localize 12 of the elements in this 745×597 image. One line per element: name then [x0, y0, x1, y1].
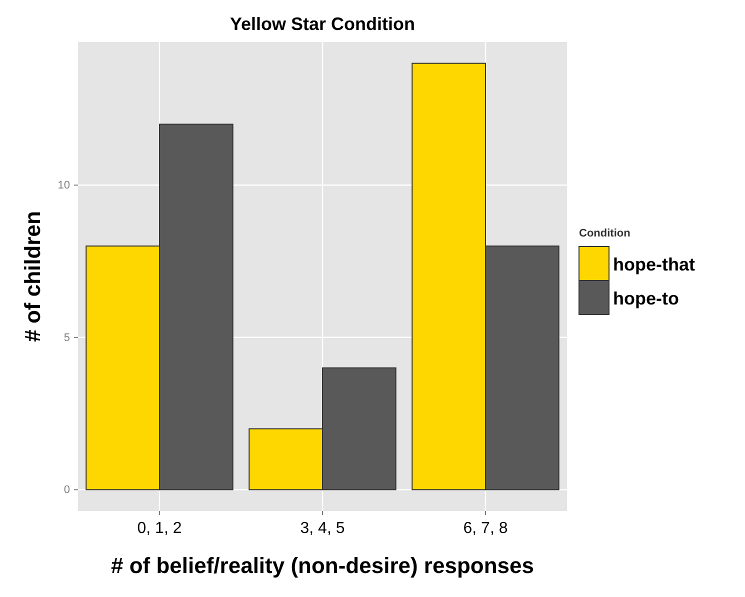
chart-title: Yellow Star Condition [230, 14, 416, 34]
x-tick-label: 0, 1, 2 [137, 520, 182, 537]
x-tick-label: 3, 4, 5 [300, 520, 345, 537]
y-tick-label: 5 [64, 332, 70, 344]
y-axis-title: # of children [20, 211, 45, 342]
legend-label: hope-to [613, 288, 679, 308]
x-axis-title: # of belief/reality (non-desire) responses [110, 553, 534, 578]
legend-label: hope-that [613, 254, 695, 274]
y-tick-label: 10 [58, 180, 70, 192]
legend-title: Condition [579, 228, 631, 240]
x-tick-label: 6, 7, 8 [463, 520, 508, 537]
y-tick-label: 0 [64, 484, 70, 496]
